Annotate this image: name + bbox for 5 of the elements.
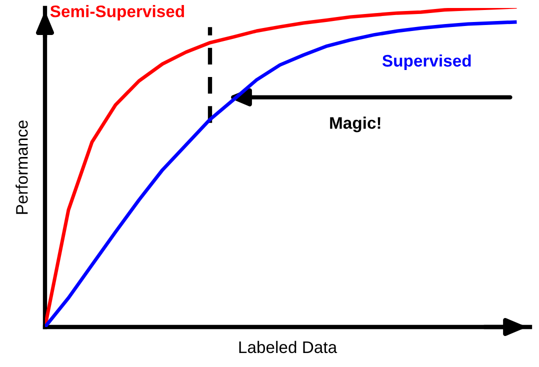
series-label: Supervised	[382, 54, 471, 70]
x-axis-title: Labeled Data	[239, 340, 338, 354]
y-axis-title: Performance	[16, 120, 28, 214]
series-label: Semi-Supervised	[50, 5, 184, 21]
annotation: Magic!	[330, 116, 380, 132]
